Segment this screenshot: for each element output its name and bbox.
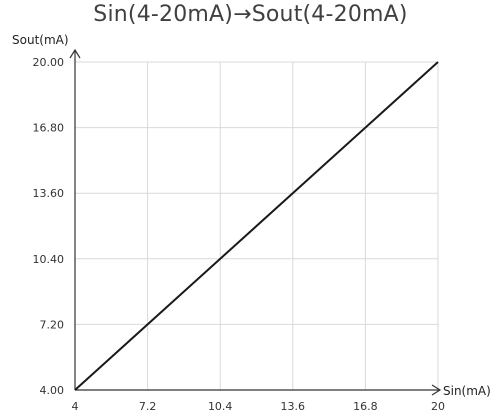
x-tick-label: 10.4 [208, 400, 233, 413]
series-lines [74, 61, 439, 391]
x-tick-label: 7.2 [139, 400, 157, 413]
x-axis-arrow [431, 384, 442, 396]
x-axis-label: Sin(mA) [443, 384, 491, 398]
y-tick-label: 10.40 [33, 253, 65, 266]
grid-lines [75, 61, 439, 390]
y-axis-label: Sout(mA) [12, 33, 69, 47]
x-tick-label: 13.6 [281, 400, 306, 413]
tick-labels: 4 7.2 10.4 13.6 16.8 20 4.00 7.20 10.40 13.60 16.8… [33, 56, 446, 413]
x-tick-label: 4 [72, 400, 79, 413]
y-tick-label: 7.20 [40, 318, 65, 331]
y-tick-label: 16.80 [33, 122, 65, 135]
x-tick-label: 16.8 [353, 400, 378, 413]
y-tick-label: 13.60 [33, 187, 65, 200]
x-tick-label: 20 [431, 400, 445, 413]
series-line [74, 61, 439, 391]
y-tick-label: 4.00 [40, 384, 65, 397]
y-tick-label: 20.00 [33, 56, 65, 69]
y-axis-arrow [69, 48, 81, 59]
axes [69, 48, 442, 396]
chart-title: Sin(4-20mA)→Sout(4-20mA) [93, 2, 408, 27]
